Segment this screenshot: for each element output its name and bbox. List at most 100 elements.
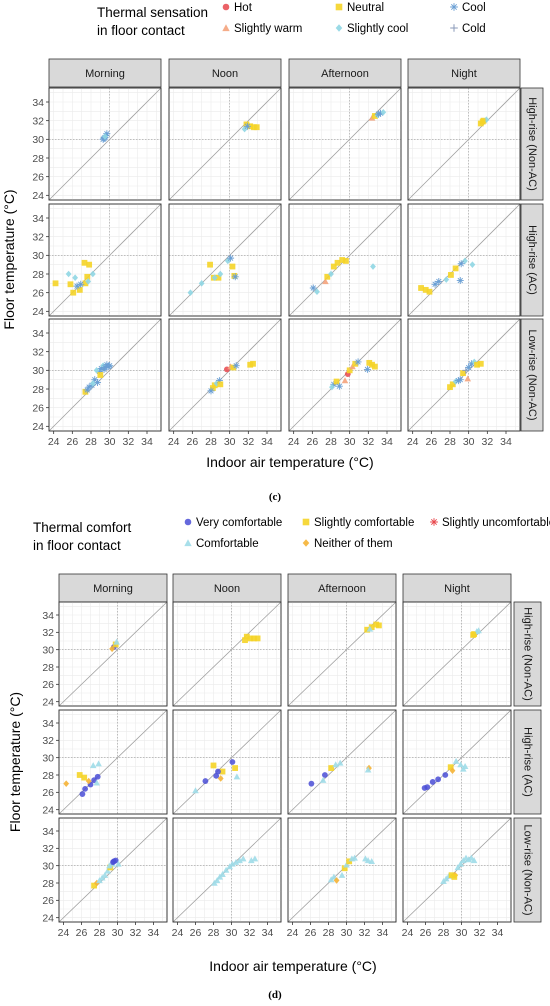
data-point-slightly-cool [443, 276, 450, 283]
x-tick-label: 30 [341, 927, 353, 939]
legend-marker-hot [222, 3, 230, 11]
x-tick-label: 24 [402, 927, 414, 939]
panel-high-rise-ac-morning [58, 709, 168, 815]
y-tick-label: 28 [42, 878, 54, 890]
data-point-cool [456, 277, 464, 285]
legend-label-slightly-warm: Slightly warm [234, 23, 302, 35]
data-point-comfortable [351, 854, 358, 861]
identity-line [168, 87, 282, 201]
column-strip-night [402, 573, 512, 603]
y-tick-label: 34 [42, 826, 54, 838]
identity-line [287, 709, 397, 815]
column-strip-label-night: Night [444, 583, 470, 595]
legend-label-hot: Hot [234, 2, 253, 14]
data-point-slightly-comfortable [451, 874, 458, 880]
data-point-comfortable [475, 627, 482, 634]
data-point-cool [467, 360, 475, 368]
x-tick-label: 30 [224, 436, 236, 448]
data-point-comfortable [89, 762, 97, 769]
data-point-neutral [352, 360, 359, 367]
panel-border [288, 318, 402, 432]
data-point-slightly-comfortable [76, 772, 83, 778]
x-tick-label: 32 [362, 436, 374, 448]
legend-marker-slightly-uncomfortable [430, 518, 438, 526]
y-tick-label: 24 [32, 190, 44, 202]
data-point-neutral [339, 257, 346, 263]
data-point-slightly-cool [198, 280, 205, 287]
data-point-comfortable [93, 779, 101, 786]
data-point-slightly-comfortable [368, 624, 375, 631]
data-point-neither-of-them [85, 777, 92, 785]
panel-border [407, 87, 521, 201]
column-strip-label-afternoon: Afternoon [321, 68, 369, 80]
data-point-slightly-cool [370, 263, 376, 270]
y-axis-title: Floor temperature (°C) [7, 692, 23, 832]
y-tick-label: 26 [42, 787, 54, 799]
x-tick-label: 28 [438, 927, 450, 939]
y-tick-label: 28 [32, 269, 44, 281]
data-point-cool [435, 277, 443, 285]
data-point-comfortable [222, 866, 230, 873]
data-point-slightly-cool [85, 278, 92, 285]
column-strip-noon [172, 573, 282, 603]
row-strip-label-high-rise-non-ac: High-rise (Non-AC) [522, 607, 534, 701]
panel-border [172, 601, 282, 707]
panel-border [407, 318, 521, 432]
data-point-cool [91, 376, 99, 384]
data-point-cool [431, 280, 439, 288]
column-strip-label-morning: Morning [93, 583, 133, 595]
data-point-neutral [97, 372, 104, 378]
identity-line [288, 318, 402, 432]
y-tick-label: 30 [42, 860, 54, 872]
data-point-slightly-cool [469, 261, 476, 268]
data-point-very-comfortable [91, 777, 97, 784]
data-point-neutral [82, 280, 89, 287]
chart-d: Thermal comfort in floor contact Very comf… [7, 517, 550, 1001]
column-strip-night [407, 58, 521, 88]
y-tick-label: 34 [32, 328, 44, 340]
data-point-comfortable [368, 858, 375, 865]
y-tick-label: 24 [42, 696, 54, 708]
x-tick-label: 26 [420, 927, 432, 939]
legend-marker-comfortable [184, 539, 192, 547]
panel-high-rise-non-ac-morning [48, 87, 162, 201]
legend-label-slightly-uncomfortable: Slightly uncomfortable [442, 517, 550, 529]
data-point-neutral [230, 364, 237, 371]
data-point-comfortable [239, 855, 247, 862]
x-tick-label: 32 [242, 436, 254, 448]
data-point-neither-of-them [109, 645, 115, 653]
y-tick-label: 34 [42, 610, 54, 622]
data-point-comfortable [336, 759, 344, 766]
column-strip-label-night: Night [451, 68, 477, 80]
row-strip-label-high-rise-ac: High-rise (AC) [522, 727, 534, 797]
y-tick-label: 30 [42, 644, 54, 656]
data-point-cool [457, 260, 465, 268]
legend-marker-slightly-comfortable [302, 518, 310, 526]
data-point-comfortable [115, 860, 122, 867]
data-point-slightly-cool [187, 289, 194, 296]
y-tick-label: 28 [42, 770, 54, 782]
x-axis-title: Indoor air temperature (°C) [206, 454, 373, 470]
data-point-neither-of-them [63, 780, 70, 787]
data-point-neutral [324, 273, 331, 280]
data-point-comfortable [233, 773, 241, 780]
x-tick-label: 30 [344, 436, 356, 448]
data-point-neutral [217, 381, 224, 388]
identity-line [172, 709, 282, 815]
row-strip-label-high-rise-non-ac: High-rise (Non-AC) [526, 97, 538, 191]
x-tick-label: 24 [288, 436, 300, 448]
data-point-neutral [449, 381, 456, 388]
x-tick-label: 34 [148, 927, 160, 939]
panel-high-rise-non-ac-noon [172, 601, 282, 707]
data-point-cool [232, 362, 240, 370]
x-tick-label: 26 [190, 927, 202, 939]
panel-low-rise-non-ac-night [407, 318, 521, 432]
x-tick-label: 26 [186, 436, 198, 448]
panel-border [48, 203, 162, 317]
y-tick-label: 24 [32, 421, 44, 433]
data-point-neutral [448, 272, 454, 278]
panel-border [402, 601, 512, 707]
y-tick-label: 24 [42, 912, 54, 924]
panel-border [48, 318, 162, 432]
column-strip-morning [48, 58, 162, 88]
